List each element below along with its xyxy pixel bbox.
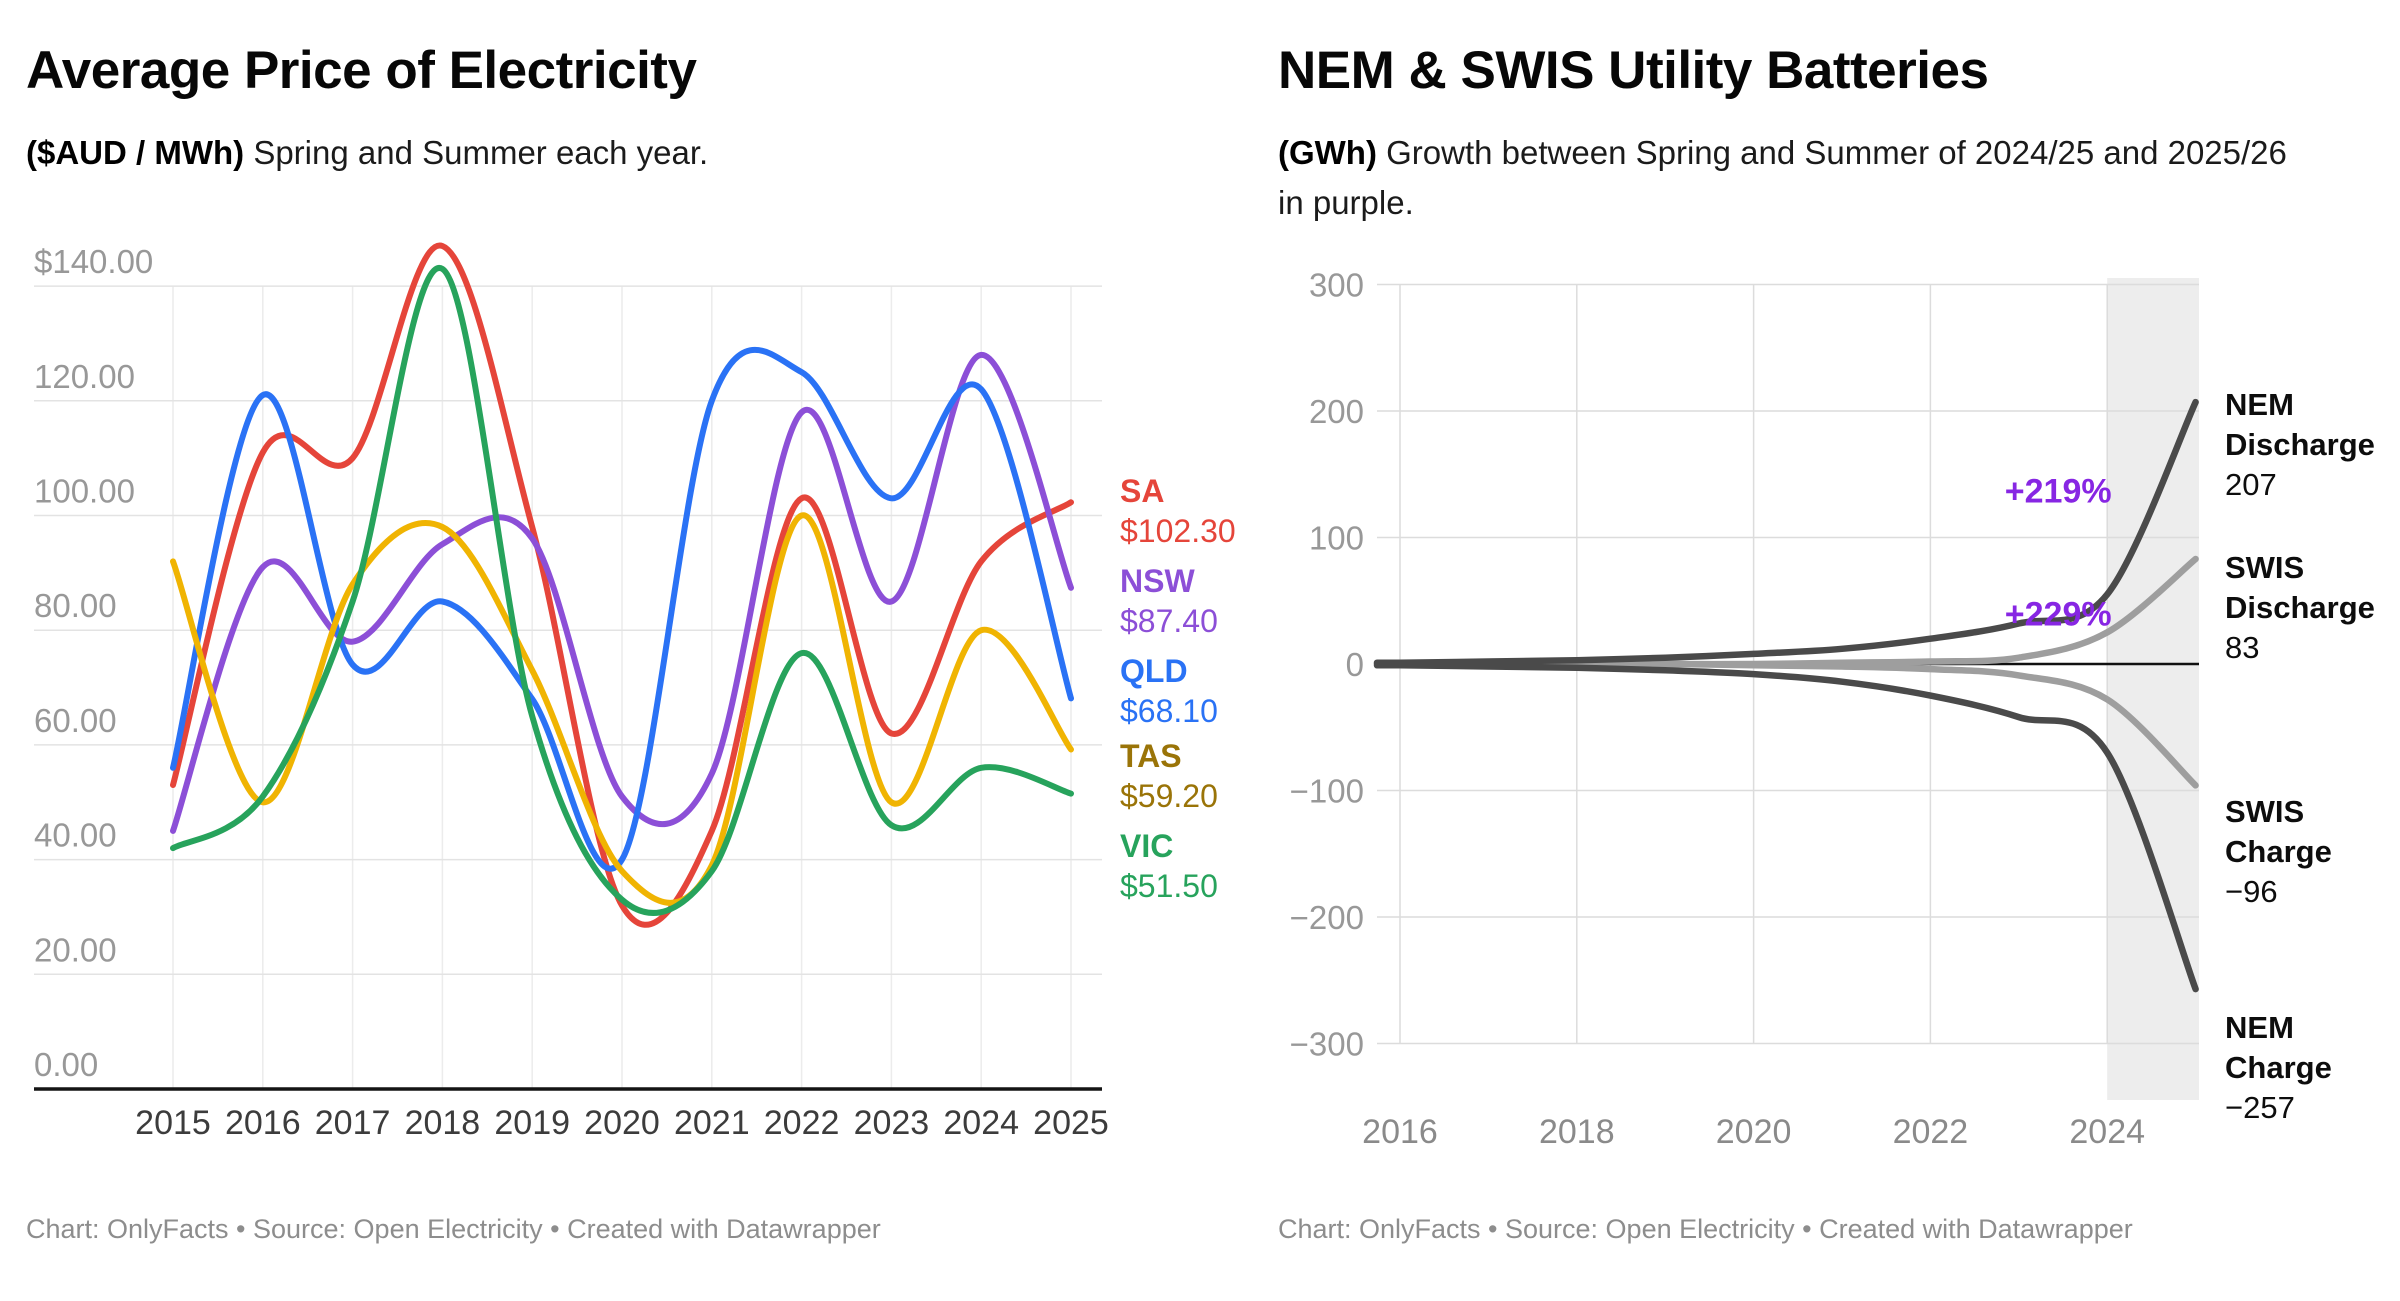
end-label-qld: QLD <box>1120 653 1188 689</box>
end-label-nem-charge: Charge <box>2225 1050 2332 1085</box>
end-value-nem-discharge: 207 <box>2225 467 2277 502</box>
left-chart-title: Average Price of Electricity <box>26 41 697 100</box>
line-nem-discharge <box>1373 398 2199 667</box>
end-label-nem-charge: NEM <box>2225 1010 2294 1045</box>
line-nem-charge <box>1373 661 2199 993</box>
end-label-swis-charge: SWIS <box>2225 794 2304 829</box>
svg-text:2020: 2020 <box>1716 1113 1792 1151</box>
end-label-swis-discharge: SWIS <box>2225 550 2304 585</box>
left-chart-subtitle: ($AUD / MWh) Spring and Summer each year… <box>26 128 1206 178</box>
line-tas <box>170 512 1074 906</box>
svg-text:2022: 2022 <box>1893 1113 1969 1151</box>
svg-text:−100: −100 <box>1290 773 1364 810</box>
end-label-nsw: NSW <box>1120 563 1195 599</box>
series-lines <box>1373 398 2199 993</box>
svg-text:100.00: 100.00 <box>34 473 135 510</box>
svg-text:−300: −300 <box>1290 1026 1364 1063</box>
svg-text:2024: 2024 <box>2069 1113 2145 1151</box>
svg-text:40.00: 40.00 <box>34 817 117 854</box>
line-qld <box>170 346 1074 872</box>
line-vic <box>170 265 1074 916</box>
svg-text:2017: 2017 <box>315 1104 391 1142</box>
end-value-qld: $68.10 <box>1120 693 1218 729</box>
end-value-sa: $102.30 <box>1120 513 1236 549</box>
end-value-nsw: $87.40 <box>1120 603 1218 639</box>
svg-text:2020: 2020 <box>584 1104 660 1142</box>
end-value-vic: $51.50 <box>1120 868 1218 904</box>
svg-text:200: 200 <box>1309 393 1364 430</box>
series-lines <box>170 242 1074 928</box>
growth-annotations: +219% +229% <box>2005 473 2112 634</box>
svg-text:2016: 2016 <box>225 1104 301 1142</box>
svg-text:20.00: 20.00 <box>34 931 117 968</box>
series-end-labels: SA $102.30 NSW $87.40 QLD $68.10 TAS $59.20 VIC $… <box>1120 473 1236 904</box>
svg-text:300: 300 <box>1309 267 1364 304</box>
right-chart-units-label: (GWh) <box>1278 134 1377 171</box>
svg-text:60.00: 60.00 <box>34 702 117 739</box>
price-line-chart-svg: $140.00 120.00 100.00 80.00 60.00 40.00 20.00 0… <box>34 242 1236 1142</box>
line-sa <box>170 242 1074 928</box>
svg-text:−200: −200 <box>1290 899 1364 936</box>
svg-text:$140.00: $140.00 <box>34 243 153 280</box>
growth-annotation: +219% <box>2005 473 2112 511</box>
svg-text:2021: 2021 <box>674 1104 750 1142</box>
svg-text:2022: 2022 <box>764 1104 840 1142</box>
svg-text:2024: 2024 <box>943 1104 1019 1142</box>
x-axis: 2015 2016 2017 2018 2019 2020 2021 2022 2023 2024… <box>34 1087 1109 1142</box>
svg-text:120.00: 120.00 <box>34 358 135 395</box>
end-value-tas: $59.20 <box>1120 778 1218 814</box>
end-label-swis-charge: Charge <box>2225 834 2332 869</box>
right-chart-subtitle-text: Growth between Spring and Summer of 2024… <box>1278 134 2287 221</box>
svg-text:2016: 2016 <box>1362 1113 1438 1151</box>
growth-annotation: +229% <box>2005 595 2112 633</box>
end-value-swis-discharge: 83 <box>2225 630 2259 665</box>
svg-text:2015: 2015 <box>135 1104 211 1142</box>
svg-text:2018: 2018 <box>405 1104 481 1142</box>
highlight-band <box>2107 278 2199 1100</box>
left-chart-subtitle-text: Spring and Summer each year. <box>253 134 709 171</box>
end-label-nem-discharge: NEM <box>2225 387 2294 422</box>
line-nsw <box>170 351 1074 834</box>
svg-text:2019: 2019 <box>494 1104 570 1142</box>
svg-text:0.00: 0.00 <box>34 1046 98 1083</box>
end-label-sa: SA <box>1120 473 1164 509</box>
left-chart-footer: Chart: OnlyFacts • Source: Open Electric… <box>26 1214 881 1244</box>
end-label-nem-discharge: Discharge <box>2225 427 2375 462</box>
svg-text:2023: 2023 <box>854 1104 930 1142</box>
right-chart-footer: Chart: OnlyFacts • Source: Open Electric… <box>1278 1214 2133 1244</box>
end-value-swis-charge: −96 <box>2225 874 2278 909</box>
end-value-nem-charge: −257 <box>2225 1090 2295 1125</box>
series-end-labels: NEM Discharge 207 SWIS Discharge 83 SWIS Charge… <box>2225 387 2375 1125</box>
svg-text:2018: 2018 <box>1539 1113 1615 1151</box>
end-label-tas: TAS <box>1120 738 1182 774</box>
svg-text:80.00: 80.00 <box>34 587 117 624</box>
svg-text:2025: 2025 <box>1033 1104 1109 1142</box>
end-label-vic: VIC <box>1120 828 1173 864</box>
y-axis-labels: $140.00 120.00 100.00 80.00 60.00 40.00 20.00 0… <box>34 243 153 1083</box>
svg-text:0: 0 <box>1346 646 1364 683</box>
svg-text:100: 100 <box>1309 520 1364 557</box>
right-chart-title: NEM & SWIS Utility Batteries <box>1278 41 1989 100</box>
y-axis-labels: 300 200 100 0 −100 −200 −300 <box>1290 267 1364 1063</box>
right-chart-subtitle: (GWh) Growth between Spring and Summer o… <box>1278 128 2298 227</box>
x-axis-labels: 2016 2018 2020 2022 2024 <box>1362 1113 2145 1151</box>
end-label-swis-discharge: Discharge <box>2225 590 2375 625</box>
left-chart-units-label: ($AUD / MWh) <box>26 134 245 171</box>
